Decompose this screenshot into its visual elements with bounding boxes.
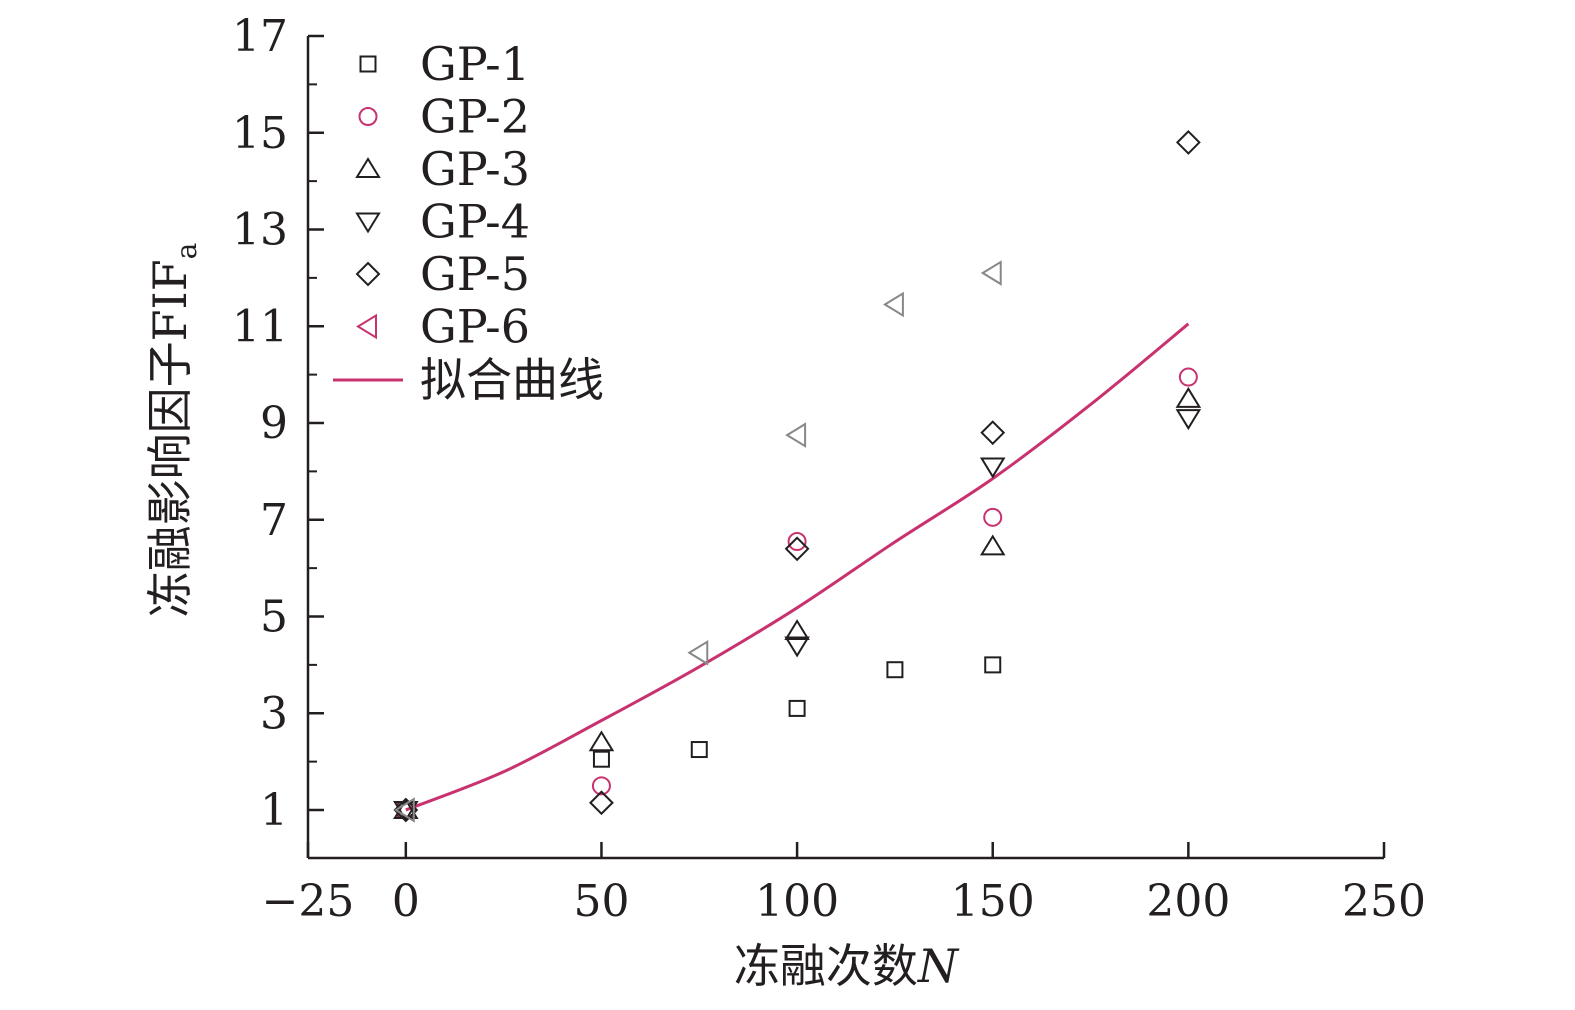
y-axis-title-subscript: a	[170, 243, 203, 260]
y-tick-label: 3	[260, 688, 288, 739]
x-tick-label: 100	[755, 876, 839, 927]
x-axis-title-main: 冻融次数	[734, 939, 918, 993]
x-tick-label: 150	[951, 876, 1035, 927]
legend-marker-gp-6	[356, 313, 377, 340]
y-axis-title: 冻融影响因子FIFa	[143, 243, 203, 618]
legend-label-gp-2: GP-2	[420, 90, 530, 144]
data-point-gp-1	[592, 750, 610, 768]
legend-marker-gp-3	[355, 157, 381, 178]
data-point-gp-6	[687, 639, 709, 666]
data-point-gp-1	[886, 661, 904, 679]
y-tick-label: 17	[232, 11, 288, 62]
y-tick-label: 5	[260, 592, 288, 643]
y-axis-title-main: 冻融影响因子FIF	[143, 259, 197, 617]
x-tick-label: 200	[1146, 876, 1230, 927]
y-tick-label: 7	[260, 495, 288, 546]
data-points	[393, 130, 1202, 823]
data-point-gp-1	[788, 699, 806, 717]
x-tick-label: 50	[573, 876, 629, 927]
x-tick-label: −25	[262, 876, 355, 927]
fit-curve	[405, 322, 1190, 812]
axes	[306, 36, 1384, 860]
data-point-gp-1	[690, 741, 708, 759]
data-point-gp-3	[393, 798, 419, 819]
y-tick-label: 15	[232, 108, 288, 159]
data-point-gp-2	[1178, 367, 1198, 387]
y-tick-label: 11	[232, 301, 288, 352]
data-point-gp-4	[393, 801, 419, 822]
data-point-gp-3	[588, 730, 615, 752]
data-point-gp-3	[979, 534, 1006, 556]
y-tick-label: 1	[260, 785, 288, 836]
data-point-gp-4	[1175, 409, 1202, 431]
x-ticks: −25 0 50 100 150 200 250	[262, 842, 1426, 927]
legend-label-gp-3: GP-3	[420, 142, 530, 196]
data-point-gp-5	[784, 536, 810, 562]
legend-marker-gp-5	[355, 261, 381, 287]
data-point-gp-6	[785, 422, 807, 448]
data-point-gp-3	[1175, 386, 1202, 408]
data-point-gp-5	[589, 790, 614, 816]
legend-marker-gp-4	[355, 212, 381, 234]
data-point-gp-1	[984, 656, 1002, 674]
legend-label-gp-6: GP-6	[420, 300, 530, 354]
legend-label-gp-5: GP-5	[420, 247, 530, 301]
legend-label-fit: 拟合曲线	[420, 353, 604, 407]
x-tick-label: 250	[1342, 876, 1426, 927]
data-point-gp-6	[882, 291, 904, 318]
legend-label-gp-1: GP-1	[420, 37, 530, 91]
y-tick-label: 9	[260, 398, 288, 449]
data-point-gp-6	[393, 797, 415, 823]
legend-label-gp-4: GP-4	[420, 195, 530, 249]
data-point-gp-4	[979, 457, 1006, 479]
y-tick-label: 13	[232, 205, 288, 256]
x-axis-title: 冻融次数N	[734, 939, 960, 993]
x-axis-title-variable: N	[917, 939, 960, 993]
data-point-gp-6	[980, 260, 1002, 286]
data-point-gp-2	[591, 776, 611, 796]
legend-marker-gp-2	[358, 107, 378, 126]
legend-marker-gp-1	[359, 55, 377, 73]
data-point-gp-4	[784, 636, 810, 658]
data-point-gp-5	[980, 420, 1006, 446]
x-tick-label: 0	[392, 876, 420, 927]
data-point-gp-3	[784, 619, 810, 641]
data-point-gp-2	[787, 532, 807, 552]
data-point-gp-2	[983, 507, 1003, 527]
data-point-gp-5	[1175, 130, 1201, 155]
